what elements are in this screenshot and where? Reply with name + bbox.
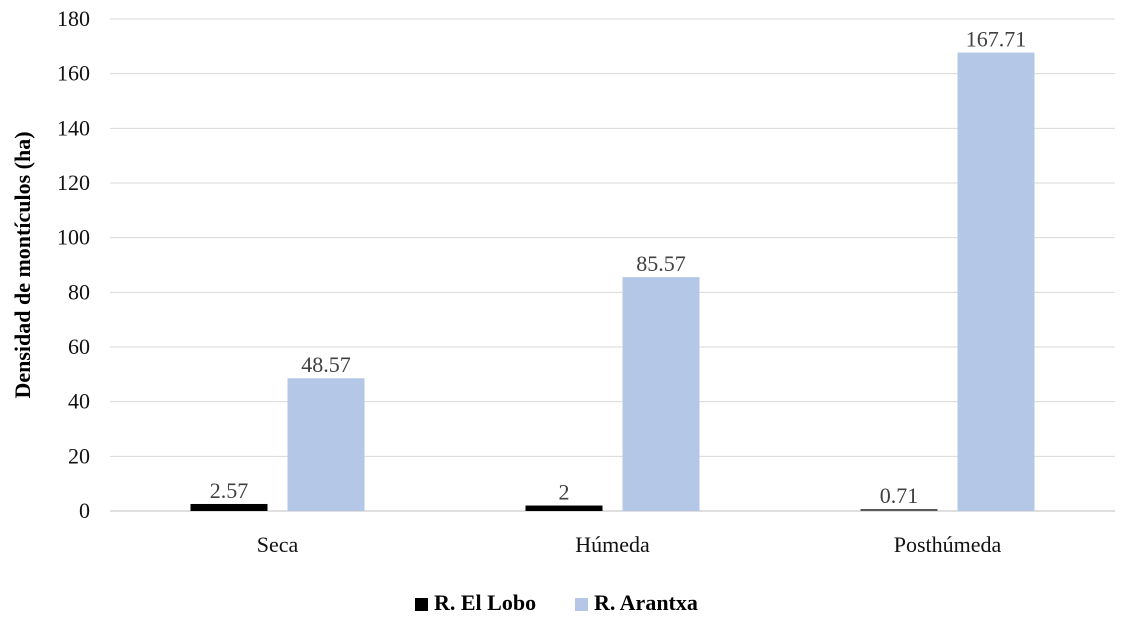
bar (622, 277, 700, 511)
x-tick-label: Húmeda (575, 532, 650, 557)
y-tick-label: 20 (68, 443, 90, 468)
y-tick-label: 40 (68, 389, 90, 414)
y-tick-label: 60 (68, 334, 90, 359)
y-tick-label: 100 (57, 225, 90, 250)
y-tick-label: 160 (57, 61, 90, 86)
y-tick-label: 120 (57, 170, 90, 195)
data-label: 85.57 (636, 251, 686, 276)
y-axis-title: Densidad de montículos (ha) (10, 131, 35, 398)
x-tick-label: Seca (257, 532, 299, 557)
legend-swatch (575, 598, 588, 611)
y-tick-label: 180 (57, 6, 90, 31)
bar (525, 505, 603, 511)
data-label: 167.71 (966, 27, 1027, 52)
legend-label: R. Arantxa (594, 590, 698, 615)
legend-label: R. El Lobo (434, 590, 536, 615)
legend-swatch (415, 598, 428, 611)
y-tick-label: 80 (68, 279, 90, 304)
y-tick-label: 140 (57, 115, 90, 140)
data-label: 2 (559, 480, 570, 505)
data-label: 0.71 (880, 483, 919, 508)
y-tick-label: 0 (79, 498, 90, 523)
x-tick-label: Posthúmeda (894, 532, 1002, 557)
bar (190, 503, 268, 511)
bar (957, 52, 1035, 512)
data-label: 48.57 (301, 352, 351, 377)
bar (860, 509, 938, 511)
data-label: 2.57 (210, 478, 249, 503)
bar (287, 378, 365, 511)
